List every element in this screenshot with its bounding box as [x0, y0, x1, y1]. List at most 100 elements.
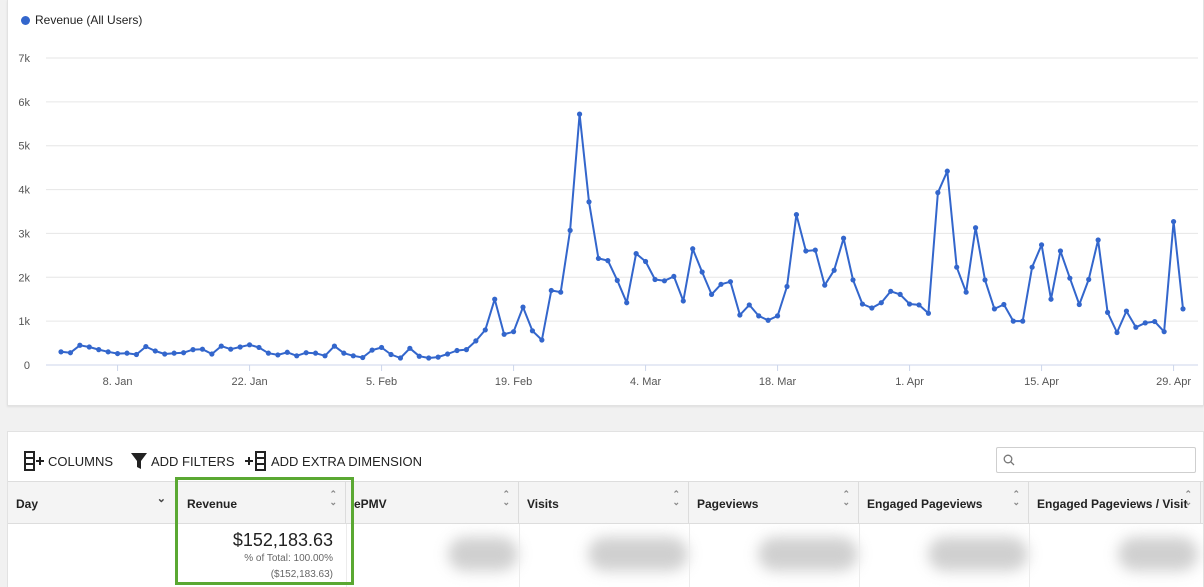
data-point: [218, 343, 224, 349]
columns-button[interactable]: COLUMNS: [23, 451, 113, 471]
header-visits[interactable]: Visits ⌃ ⌄: [519, 482, 689, 523]
data-point: [529, 328, 536, 334]
data-point: [1133, 324, 1139, 330]
data-point: [265, 350, 272, 356]
data-point: [369, 347, 375, 353]
data-point: [473, 338, 479, 344]
chevron-down-icon[interactable]: ⌄: [156, 493, 166, 505]
data-point: [1152, 318, 1158, 325]
sort-icon[interactable]: ⌃ ⌄: [329, 489, 337, 507]
data-point: [822, 282, 828, 288]
data-point: [671, 273, 677, 280]
data-point: [576, 111, 583, 117]
y-tick-label: 5k: [18, 141, 30, 153]
revenue-total-paren: ($152,183.63): [270, 569, 333, 580]
header-epmv-label: ePMV: [354, 497, 387, 511]
data-point: [982, 277, 988, 283]
data-point: [1001, 301, 1007, 308]
data-point: [378, 344, 385, 351]
header-day-label: Day: [16, 497, 39, 511]
header-engaged-pageviews-per-visit-label: Engaged Pageviews / Visit: [1037, 497, 1188, 511]
data-point: [209, 351, 215, 357]
data-point: [878, 300, 884, 306]
data-point: [699, 269, 705, 275]
data-point: [1161, 329, 1167, 335]
data-point: [482, 327, 488, 333]
data-point: [793, 211, 800, 218]
data-point: [454, 347, 460, 354]
data-point: [1170, 218, 1177, 225]
revenue-total-value: $152,183.63: [232, 530, 333, 550]
data-point: [501, 331, 507, 337]
columns-label: COLUMNS: [48, 453, 114, 469]
data-point: [765, 317, 771, 323]
blurred-value: [588, 537, 688, 571]
y-tick-label: 6k: [18, 97, 30, 109]
data-point: [67, 350, 74, 356]
data-point: [661, 278, 668, 284]
data-point: [614, 277, 620, 283]
data-point: [916, 302, 922, 308]
sort-icon[interactable]: ⌃ ⌄: [842, 489, 850, 507]
header-day[interactable]: Day ⌄: [8, 482, 176, 523]
data-point: [1123, 308, 1130, 314]
x-tick-label: 15. Apr: [1024, 376, 1059, 388]
data-point: [595, 255, 602, 262]
add-extra-dimension-button[interactable]: ADD EXTRA DIMENSION: [244, 451, 422, 471]
sort-icon[interactable]: ⌃ ⌄: [1184, 489, 1192, 507]
sort-icon[interactable]: ⌃ ⌄: [502, 489, 510, 507]
blurred-value: [928, 537, 1028, 571]
data-point: [1057, 248, 1064, 254]
data-point: [510, 329, 517, 335]
data-point: [114, 350, 121, 357]
data-point: [303, 350, 309, 356]
data-point: [642, 258, 649, 265]
data-point: [906, 301, 913, 307]
chart-legend[interactable]: Revenue (All Users): [21, 13, 142, 27]
header-epmv[interactable]: ePMV ⌃ ⌄: [346, 482, 519, 523]
sort-icon[interactable]: ⌃ ⌄: [672, 489, 680, 507]
blurred-value: [448, 537, 518, 571]
header-engaged-pageviews[interactable]: Engaged Pageviews ⌃ ⌄: [859, 482, 1029, 523]
data-point: [388, 351, 394, 358]
header-revenue[interactable]: Revenue ⌃ ⌄: [176, 482, 346, 523]
data-point: [539, 337, 545, 343]
search-input[interactable]: [1019, 451, 1189, 469]
data-point: [850, 277, 856, 283]
header-pageviews[interactable]: Pageviews ⌃ ⌄: [689, 482, 859, 523]
data-point: [124, 350, 130, 356]
data-point: [435, 354, 441, 360]
add-filters-button[interactable]: ADD FILTERS: [130, 451, 235, 471]
data-point: [463, 347, 470, 353]
data-point: [312, 350, 319, 356]
data-point: [275, 352, 281, 358]
data-point: [133, 351, 140, 358]
table-toolbar: COLUMNS ADD FILTERS ADD EXTRA DIMENSION: [8, 432, 1203, 482]
data-point: [350, 353, 356, 359]
header-visits-label: Visits: [527, 497, 559, 511]
data-point: [746, 302, 752, 308]
data-point: [774, 313, 781, 319]
add-filters-label: ADD FILTERS: [151, 453, 235, 469]
data-point: [963, 289, 969, 295]
sort-icon[interactable]: ⌃ ⌄: [1012, 489, 1020, 507]
data-point: [756, 313, 762, 319]
column-divider: [1029, 524, 1030, 587]
y-tick-label: 1k: [18, 316, 30, 328]
data-point: [228, 346, 234, 352]
data-point: [991, 306, 998, 312]
data-point: [1076, 301, 1082, 308]
data-point: [925, 310, 932, 316]
header-engaged-pageviews-per-visit[interactable]: Engaged Pageviews / Visit ⌃ ⌄: [1029, 482, 1201, 523]
data-point: [718, 281, 724, 287]
data-point: [397, 355, 404, 361]
data-point: [199, 346, 206, 352]
data-point: [812, 247, 818, 253]
data-point: [944, 168, 950, 174]
table-search-box[interactable]: [996, 447, 1196, 473]
filter-icon: [131, 453, 147, 469]
data-point: [586, 199, 592, 205]
data-point: [680, 298, 686, 304]
data-point: [331, 343, 338, 349]
data-point: [1067, 275, 1073, 281]
